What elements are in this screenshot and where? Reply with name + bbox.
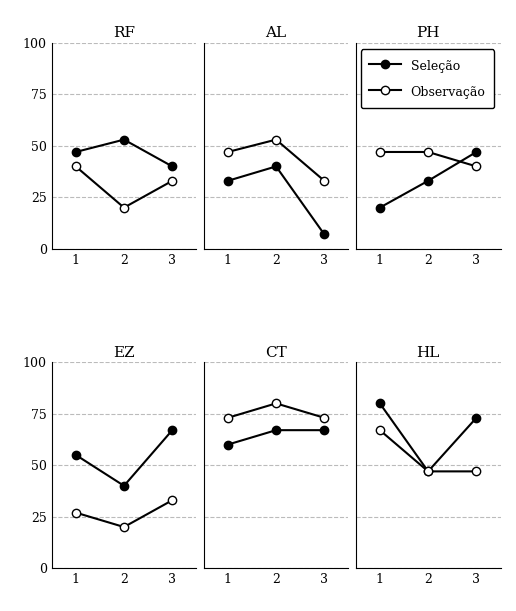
Title: EZ: EZ xyxy=(113,346,135,360)
Title: RF: RF xyxy=(113,26,135,40)
Title: AL: AL xyxy=(266,26,286,40)
Title: CT: CT xyxy=(265,346,287,360)
Title: HL: HL xyxy=(416,346,440,360)
Legend: Seleção, Observação: Seleção, Observação xyxy=(361,49,494,108)
Title: PH: PH xyxy=(416,26,440,40)
